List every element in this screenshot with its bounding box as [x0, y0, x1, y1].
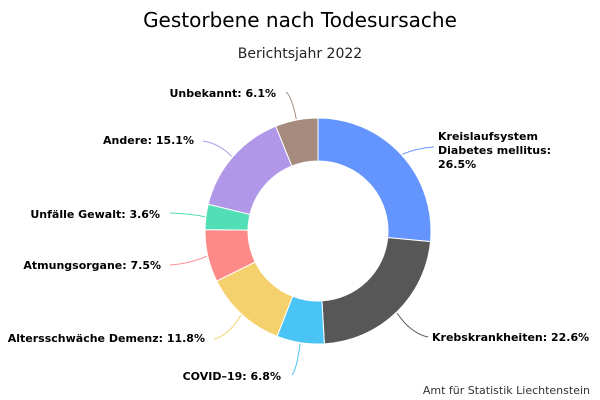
connectors-group: [169, 91, 435, 376]
slice-6: [207, 125, 293, 216]
slice-0: [317, 117, 432, 243]
connector-1: [396, 312, 429, 338]
slice-label-0: Kreislaufsystem Diabetes mellitus: 26.5%: [438, 130, 551, 171]
connector-3: [213, 314, 242, 340]
slice-1: [321, 237, 432, 345]
slice-label-7: Unbekannt: 6.1%: [170, 87, 277, 100]
connector-4: [169, 255, 208, 266]
chart-title: Gestorbene nach Todesursache: [143, 8, 457, 32]
connector-2: [291, 343, 301, 376]
slice-label-6: Andere: 15.1%: [103, 134, 194, 147]
slice-label-2: COVID–19: 6.8%: [183, 370, 281, 383]
slice-label-3: Altersschwäche Demenz: 11.8%: [8, 332, 205, 345]
slice-label-4: Atmungsorgane: 7.5%: [23, 259, 161, 272]
chart-subtitle: Berichtsjahr 2022: [238, 46, 362, 62]
connector-5: [169, 212, 205, 218]
slices-group: [204, 117, 432, 345]
connector-0: [402, 146, 435, 155]
slice-7: [275, 117, 319, 167]
connector-6: [202, 140, 233, 157]
connector-7: [285, 91, 297, 120]
slice-label-5: Unfälle Gewalt: 3.6%: [30, 208, 160, 221]
chart-credit: Amt für Statistik Liechtenstein: [423, 384, 590, 397]
labels-group: Kreislaufsystem Diabetes mellitus: 26.5% Kr…: [8, 87, 589, 383]
slice-label-1: Krebskrankheiten: 22.6%: [432, 331, 589, 344]
